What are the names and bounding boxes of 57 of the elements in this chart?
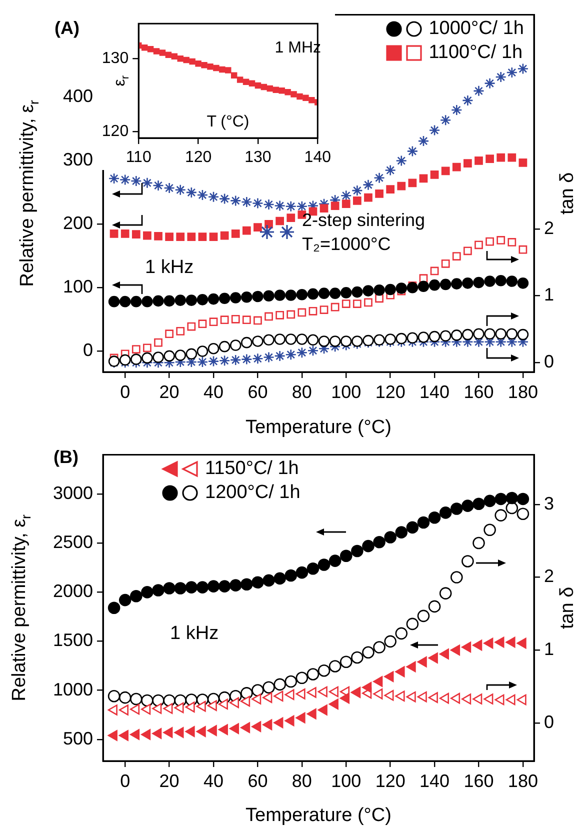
legend-label: 1000°C/ 1h: [428, 16, 524, 41]
y2-tick-label: 0: [544, 712, 554, 732]
y-tick-label: 1000: [52, 679, 93, 700]
x-tick-label: 140: [304, 149, 332, 166]
y-tick-label: 500: [62, 728, 93, 748]
x-tick-label: 110: [126, 149, 152, 166]
x-tick-label: 60: [248, 382, 268, 402]
y2-axis-title: tan δ: [557, 172, 578, 215]
x-tick-label: 120: [375, 770, 406, 791]
y-tick-label: 3000: [52, 483, 93, 504]
y2-tick-label: 2: [544, 566, 554, 586]
x-tick-label: 120: [375, 382, 406, 402]
x-tick-label: 40: [203, 770, 224, 791]
x-tick-label: 160: [464, 770, 494, 791]
x-axis-title: Temperature (°C): [246, 805, 392, 826]
y-tick-label: 1500: [52, 630, 93, 650]
x-tick-label: 160: [464, 382, 494, 402]
legend-label: 1150°C/ 1h: [205, 456, 299, 481]
chart-title: (A): [54, 18, 80, 38]
y2-tick-label: 2: [544, 218, 554, 238]
chart-title: (B): [54, 446, 79, 467]
y2-tick-label: 1: [544, 284, 554, 305]
x-tick-label: 140: [420, 770, 450, 791]
y-tick-label: 2500: [52, 532, 93, 552]
y2-tick-label: 0: [544, 352, 554, 372]
legend-label: 1200°C/ 1h: [205, 480, 300, 505]
x-axis-title: T (°C): [206, 113, 250, 130]
x-tick-label: 180: [508, 770, 538, 791]
y2-axis-title: tan δ: [557, 586, 578, 630]
x-tick-label: 100: [331, 770, 362, 791]
y-tick-label: 400: [62, 86, 93, 106]
legend-label: 2-step sintering T₂=1000°C: [302, 209, 426, 256]
y-axis-title: Relative permittivity, εr: [17, 99, 42, 287]
y2-tick-label: 3: [544, 493, 554, 514]
x-tick-label: 80: [292, 382, 312, 402]
y2-tick-label: 1: [544, 639, 554, 660]
x-axis-title: Temperature (°C): [246, 417, 392, 438]
annotation: 1 kHz: [170, 623, 219, 644]
y-axis-title: εr: [111, 75, 132, 86]
y-tick-label: 100: [62, 276, 93, 297]
x-tick-label: 120: [184, 149, 212, 166]
x-tick-label: 40: [203, 382, 224, 402]
x-tick-label: 60: [248, 770, 268, 791]
y-tick-label: 200: [62, 213, 93, 234]
legend-label: 1100°C/ 1h: [428, 40, 523, 65]
x-tick-label: 180: [508, 382, 538, 402]
y-tick-label: 0: [82, 340, 93, 360]
y-tick-label: 2000: [52, 581, 93, 602]
y-tick-label: 300: [62, 150, 93, 170]
x-tick-label: 130: [244, 149, 272, 166]
x-tick-label: 100: [331, 382, 362, 402]
x-tick-label: 80: [292, 770, 312, 791]
x-tick-label: 20: [159, 770, 180, 791]
annotation: 1 kHz: [145, 257, 194, 278]
y-axis-title: Relative permittivity, εr: [9, 514, 34, 702]
x-tick-label: 20: [159, 382, 180, 402]
x-tick-label: 140: [420, 382, 450, 402]
